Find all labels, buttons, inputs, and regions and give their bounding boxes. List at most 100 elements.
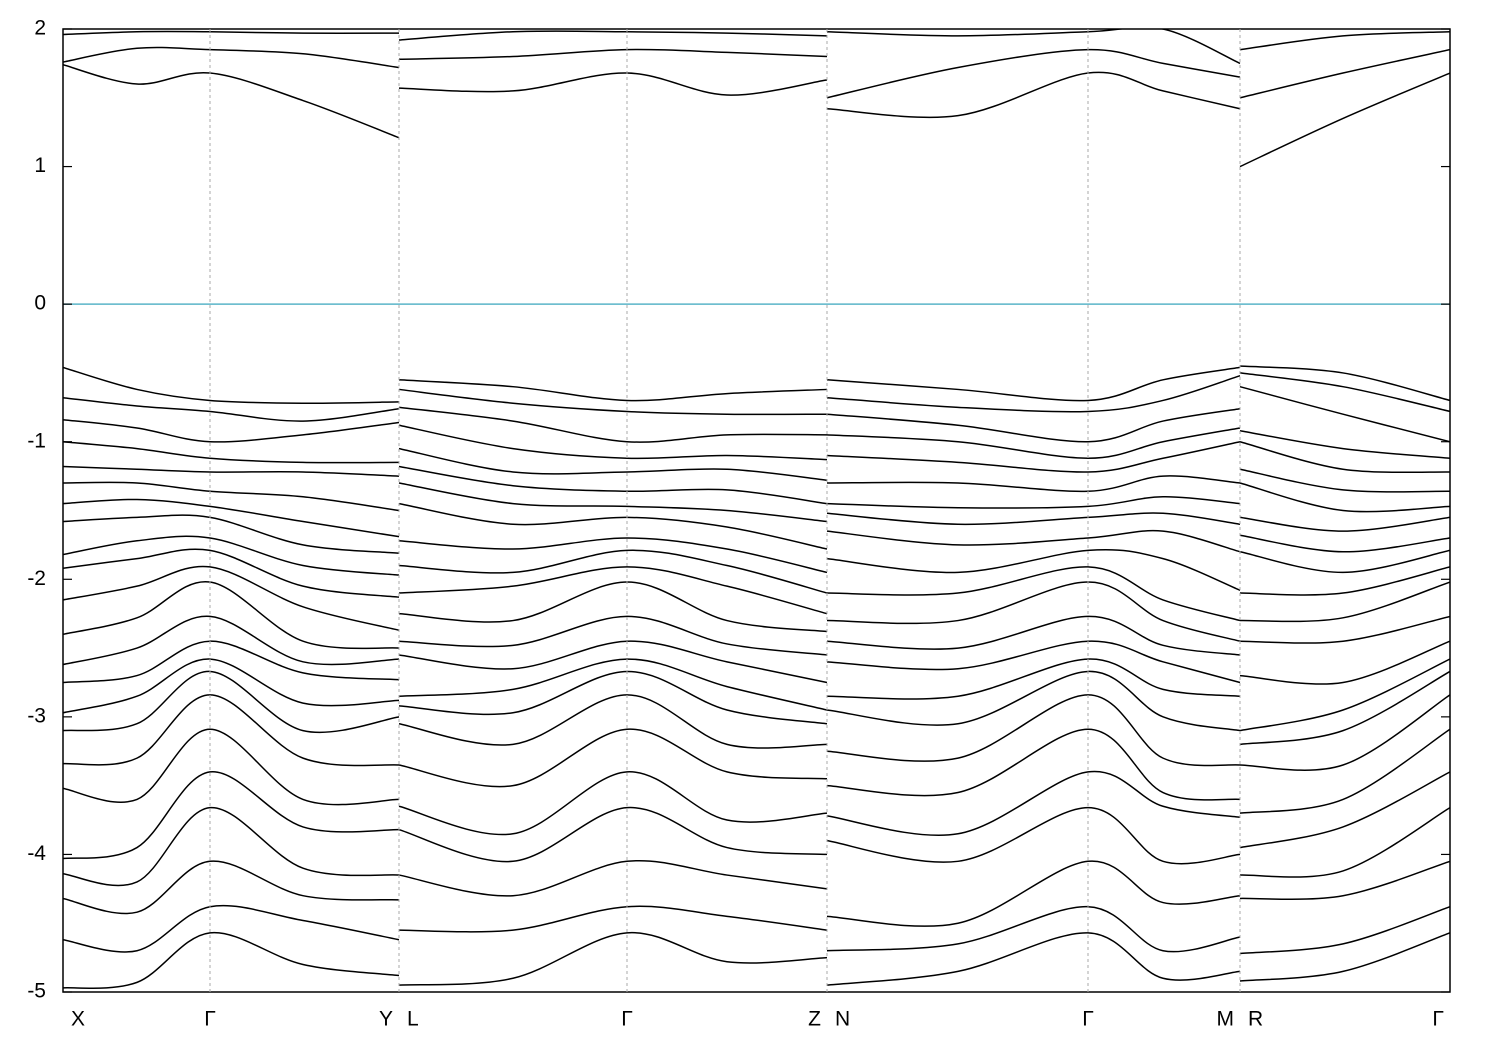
band-line — [63, 728, 400, 806]
x-tick-label: Z — [808, 1008, 821, 1031]
band-line — [826, 512, 1241, 526]
band-line — [826, 694, 1241, 767]
band-line — [398, 806, 828, 863]
band-line — [63, 440, 400, 464]
x-tick-label: Γ — [621, 1008, 633, 1031]
band-line — [1239, 658, 1450, 732]
band-line — [63, 565, 400, 631]
band-line — [398, 694, 828, 749]
band-line — [1239, 534, 1450, 553]
band-line — [826, 475, 1241, 493]
plot-area — [63, 29, 1450, 989]
band-line — [398, 771, 828, 836]
x-tick-label: Γ — [1432, 1008, 1444, 1031]
band-line — [1239, 860, 1450, 900]
band-line — [398, 48, 828, 61]
band-line — [826, 860, 1241, 927]
band-line — [826, 581, 1241, 642]
band-line — [826, 728, 1241, 801]
band-line — [826, 615, 1241, 656]
band-line — [826, 548, 1241, 591]
band-line — [826, 770, 1241, 836]
band-line — [63, 64, 400, 139]
y-tick-label: -3 — [27, 704, 46, 727]
x-tick-label: Γ — [1082, 1008, 1094, 1031]
band-line — [63, 771, 400, 860]
band-line — [826, 640, 1241, 684]
band-line — [398, 859, 828, 897]
band-line — [398, 447, 828, 481]
band-line — [398, 72, 828, 96]
y-tick-label: 2 — [34, 17, 46, 40]
band-line — [398, 388, 828, 416]
band-line — [1239, 905, 1450, 955]
band-line — [63, 860, 400, 915]
band-line — [1239, 365, 1450, 402]
band-line — [63, 694, 400, 767]
band-line — [63, 498, 400, 538]
band-line — [826, 658, 1241, 700]
y-tick-label: -2 — [27, 567, 46, 590]
band-line — [826, 806, 1241, 865]
band-line — [63, 366, 400, 404]
band-line — [398, 537, 828, 574]
band-line — [1239, 372, 1450, 413]
band-line — [63, 640, 400, 684]
band-line — [1239, 385, 1450, 443]
band-line — [398, 728, 828, 788]
band-line — [398, 424, 828, 461]
band-line — [398, 379, 828, 402]
band-line — [826, 495, 1241, 509]
band-line — [63, 418, 400, 443]
band-line — [63, 514, 400, 554]
band-line — [1239, 566, 1450, 596]
band-line — [1239, 482, 1450, 513]
band-line — [826, 440, 1241, 473]
band-line — [1239, 615, 1450, 644]
band-line — [63, 535, 400, 576]
x-tick-label: Y — [379, 1008, 393, 1031]
band-line — [63, 615, 400, 666]
band-line — [1239, 771, 1450, 849]
band-line — [398, 549, 828, 594]
band-line — [63, 806, 400, 887]
band-line — [1239, 932, 1450, 982]
band-line — [63, 30, 400, 36]
band-line — [398, 30, 828, 41]
band-line — [826, 48, 1241, 99]
band-line — [1239, 429, 1450, 459]
band-line — [63, 46, 400, 69]
band-line — [826, 529, 1241, 553]
band-line — [63, 931, 400, 989]
band-line — [398, 406, 828, 443]
band-line — [398, 615, 828, 656]
band-line — [826, 427, 1241, 459]
band-line — [63, 481, 400, 512]
band-line — [1239, 728, 1450, 814]
band-line — [398, 658, 828, 711]
x-tick-label: L — [407, 1008, 419, 1031]
band-line — [826, 366, 1241, 402]
x-tick-label: M — [1217, 1008, 1235, 1031]
band-line — [826, 932, 1241, 986]
band-line — [63, 465, 400, 477]
band-line — [398, 482, 828, 523]
band-line — [826, 374, 1241, 413]
y-tick-label: -4 — [27, 842, 46, 865]
y-tick-label: -5 — [27, 980, 46, 1003]
band-line — [1239, 31, 1450, 51]
band-line — [1239, 48, 1450, 99]
band-line — [398, 905, 828, 933]
band-line — [1239, 670, 1450, 746]
band-line — [826, 29, 1241, 65]
band-line — [398, 932, 828, 986]
band-line — [398, 566, 828, 615]
band-line — [1239, 549, 1450, 574]
band-line — [826, 566, 1241, 622]
y-tick-label: -1 — [27, 429, 46, 452]
band-line — [63, 548, 400, 598]
band-line — [1239, 807, 1450, 878]
x-tick-label: X — [71, 1008, 85, 1031]
x-tick-label: N — [835, 1008, 850, 1031]
